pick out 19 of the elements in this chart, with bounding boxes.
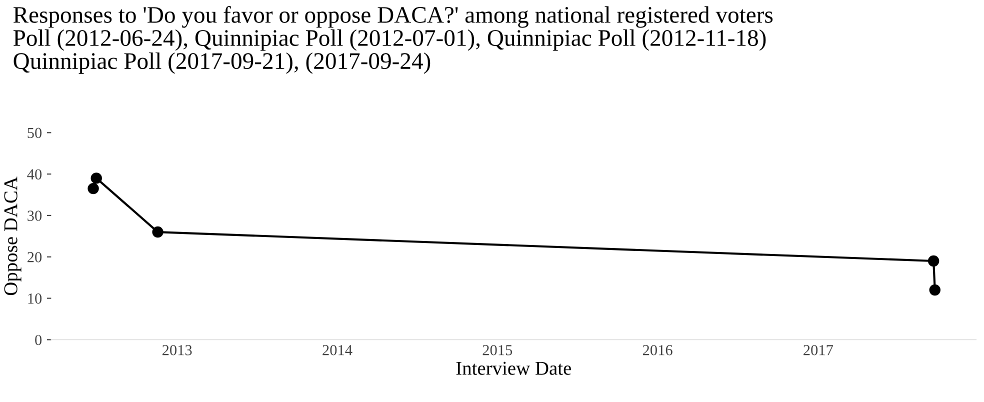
y-tick-label: 20 [28,252,42,262]
y-tick-label: 40 [27,169,42,180]
chart-title: Responses to 'Do you favor or oppose DACA?' among national registered voters Poll (2012-06-24), Quinnipiac Poll (2012-07-01), Quinnipiac Poll (2012-11-18) Quinnipiac Poll (2017-09-21), (2017-09-24) [13,6,773,74]
y-axis-title: Oppose DACA [4,176,22,296]
point [88,182,99,194]
y-tick-label: 30 [28,210,42,221]
x-axis-title: Interview Date [456,362,572,375]
point [929,284,940,296]
x-tick-label: 2014 [322,344,352,356]
x-tick-label: 2016 [642,344,672,356]
x-tick-label: 2015 [482,344,512,356]
point [152,226,164,238]
y-tick-label: 0 [35,334,42,346]
point [90,172,102,184]
point [928,255,940,267]
y-tick-label: 10 [28,293,42,304]
y-tick-label: 50 [28,128,42,138]
x-tick-label: 2013 [162,344,192,356]
x-tick-label: 2017 [804,344,834,356]
